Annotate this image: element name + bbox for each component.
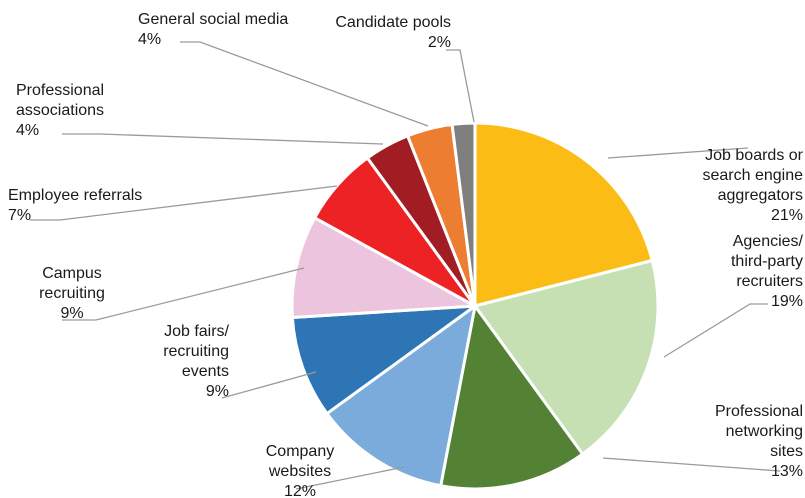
slice-percent: 4% (16, 122, 39, 139)
slice-label-line: Candidate pools (335, 14, 451, 31)
slice-label-line: sites (770, 443, 803, 460)
slice-label-line: recruiters (736, 273, 803, 290)
pie-slice-10 (450, 121, 477, 308)
slice-percent: 19% (771, 293, 803, 310)
slice-label-line: Employee referrals (8, 187, 142, 204)
slice-label-5: Job fairs/recruiting events 9% (163, 323, 229, 400)
slice-label-6: Campus recruiting 9% (39, 265, 105, 322)
slice-label-line: Campus (42, 265, 102, 282)
slice-label-line: Professional (715, 403, 803, 420)
leader-line-4 (295, 466, 405, 490)
slice-label-line: Professional (16, 82, 104, 99)
slice-label-line: Agencies/ (733, 233, 804, 250)
slice-label-line: Job fairs/ (164, 323, 229, 340)
slice-percent: 13% (771, 463, 803, 480)
slice-label-10: Candidate pools 2% (335, 14, 451, 51)
slice-label-1: Job boards or search engine aggregators 21% (702, 147, 803, 224)
slice-label-7: Employee referrals 7% (8, 187, 142, 224)
slice-label-line: search engine (702, 167, 803, 184)
slice-label-line: associations (16, 102, 104, 119)
leader-line-7 (30, 185, 338, 221)
leader-line-2 (663, 303, 768, 358)
pie-slices (290, 121, 660, 491)
slice-label-2: Agencies/third-party recruiters 19% (731, 233, 804, 310)
slice-percent: 9% (206, 383, 229, 400)
slice-label-line: Company (266, 443, 334, 460)
leader-line-9 (180, 41, 429, 127)
slice-labels: Job boards or search engine aggregators 21%… (8, 11, 804, 498)
pie-slice-3 (439, 304, 585, 491)
slice-label-line: events (182, 363, 229, 380)
pie-slice-2 (473, 258, 660, 456)
leader-lines (30, 41, 781, 490)
slice-percent: 12% (284, 483, 316, 498)
leader-line-10 (446, 49, 475, 123)
slice-percent: 4% (138, 31, 161, 48)
pie-slice-6 (290, 216, 477, 319)
slice-percent: 9% (60, 305, 83, 322)
leader-line-3 (602, 457, 781, 472)
slice-label-8: Professional associations 4% (16, 82, 104, 139)
slice-label-line: recruiting (39, 285, 105, 302)
slice-percent: 2% (428, 34, 451, 51)
slice-percent: 21% (771, 207, 803, 224)
leader-line-8 (62, 133, 384, 145)
pie-slice-4 (325, 304, 477, 488)
slice-label-line: aggregators (718, 187, 803, 204)
slice-label-line: General social media (138, 11, 288, 28)
slice-label-line: third-party (731, 253, 803, 270)
slice-label-line: Job boards or (705, 147, 804, 164)
leader-line-6 (62, 267, 305, 321)
leader-line-1 (607, 147, 749, 159)
slice-label-line: networking (726, 423, 803, 440)
slice-label-3: Professional networking sites 13% (715, 403, 803, 480)
slice-label-line: recruiting (163, 343, 229, 360)
slice-label-4: Company websites 12% (266, 443, 334, 498)
slice-label-line: websites (268, 463, 331, 480)
pie-slice-5 (290, 304, 477, 416)
pie-slice-1 (473, 121, 654, 308)
slice-label-9: General social media 4% (138, 11, 288, 48)
leader-line-5 (221, 371, 317, 399)
slice-percent: 7% (8, 207, 31, 224)
